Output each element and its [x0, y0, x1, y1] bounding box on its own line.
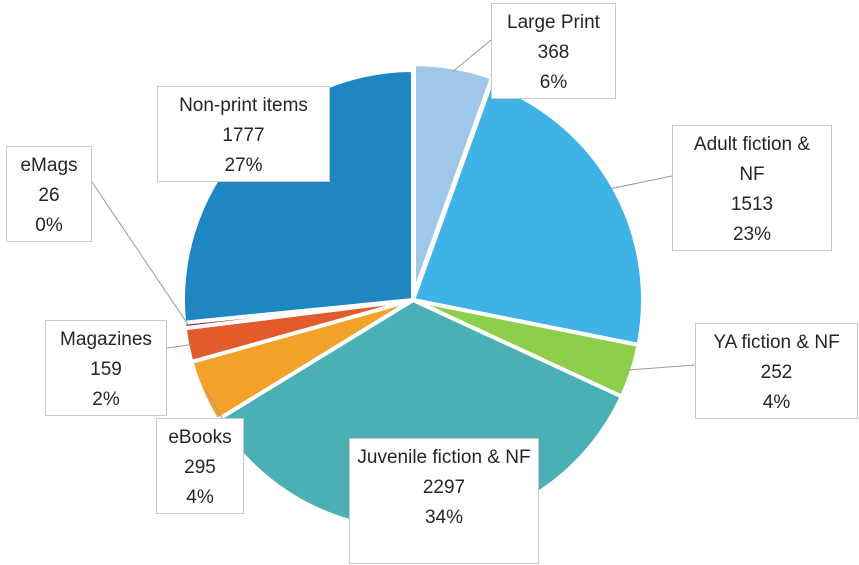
label-juvenile-fiction: Juvenile fiction & NF 2297 34% [349, 438, 539, 564]
pie-slices [181, 62, 645, 532]
leader-line-adult-fiction [609, 175, 673, 190]
label-large-print: Large Print 368 6% [491, 3, 616, 99]
label-ebooks-value: 295 [184, 457, 216, 478]
leader-line-large-print [452, 39, 492, 72]
label-large-print-name: Large Print [507, 12, 600, 33]
label-adult-fiction-name: Adult fiction & NF [693, 134, 811, 185]
label-juvenile-fiction-name: Juvenile fiction & NF [357, 447, 531, 468]
leader-line-emags [91, 181, 189, 326]
pie-slice-adult-fiction [410, 81, 645, 348]
leader-line-ya-fiction [627, 364, 696, 371]
label-ebooks-percent: 4% [186, 487, 214, 508]
label-large-print-value: 368 [537, 42, 570, 63]
label-juvenile-fiction-percent: 34% [424, 507, 464, 528]
label-large-print-percent: 6% [539, 72, 568, 93]
leader-line-magazines [166, 343, 192, 349]
label-magazines: Magazines 159 2% [45, 320, 167, 416]
label-juvenile-fiction-value: 2297 [422, 477, 466, 498]
label-emags-value: 26 [38, 185, 60, 206]
label-magazines-name: Magazines [60, 329, 152, 350]
label-ya-fiction-percent: 4% [762, 392, 791, 413]
label-ebooks: eBooks 295 4% [156, 418, 244, 514]
label-ya-fiction-name: YA fiction & NF [713, 332, 840, 353]
label-magazines-value: 159 [90, 359, 122, 380]
label-ya-fiction: YA fiction & NF 252 4% [695, 323, 858, 419]
label-non-print-value: 1777 [222, 125, 265, 146]
label-adult-fiction-value: 1513 [730, 194, 774, 215]
label-ya-fiction-value: 252 [760, 362, 793, 383]
label-non-print-name: Non-print items [179, 95, 308, 116]
label-emags-percent: 0% [35, 215, 63, 236]
label-ebooks-name: eBooks [168, 427, 232, 448]
label-emags: eMags 26 0% [6, 146, 92, 242]
label-emags-name: eMags [20, 155, 78, 176]
label-non-print: Non-print items 1777 27% [157, 86, 330, 182]
label-non-print-percent: 27% [224, 155, 263, 176]
label-magazines-percent: 2% [92, 389, 120, 410]
label-adult-fiction-percent: 23% [732, 224, 772, 245]
label-adult-fiction: Adult fiction & NF 1513 23% [672, 125, 832, 251]
